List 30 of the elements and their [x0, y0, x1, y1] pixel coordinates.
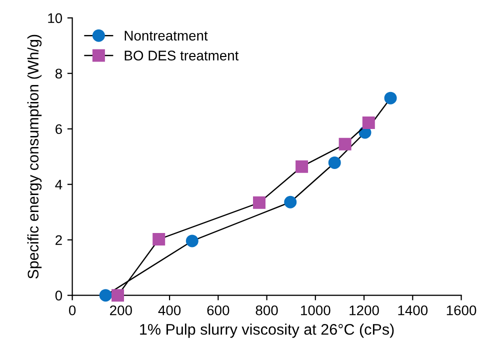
y-tick-label: 10 [48, 13, 62, 24]
point [384, 92, 397, 104]
y-tick-label: 0 [55, 290, 62, 301]
x-tick-label: 1600 [446, 305, 476, 316]
x-tick-label: 800 [256, 305, 278, 316]
x-tick-label: 0 [68, 305, 76, 316]
x-tick-label: 600 [207, 305, 230, 316]
point [328, 156, 341, 169]
point [186, 234, 198, 248]
y-tick-label: 8 [55, 68, 62, 79]
x-tick-label: 1200 [350, 305, 379, 316]
point [99, 289, 112, 302]
point [362, 116, 375, 130]
point [112, 289, 124, 302]
x-axis-title: 1% Pulp slurry viscosity at 26°C (cPs) [140, 324, 394, 338]
y-axis-title: Specific energy consumption (Wh/g) [27, 34, 42, 279]
x-tick-label: 400 [158, 305, 181, 316]
x-tick-label: 1000 [301, 305, 330, 316]
x-tick-label: 200 [110, 305, 132, 316]
point [253, 196, 266, 209]
legend-label: Nontreatment [124, 30, 208, 41]
point [284, 196, 297, 208]
y-tick-label: 2 [56, 235, 62, 245]
point [152, 233, 166, 246]
legend-label: BO DES treatment [124, 50, 239, 60]
point [338, 138, 352, 150]
y-tick-label: 4 [55, 180, 62, 190]
x-tick-label: 1400 [398, 305, 428, 316]
point [296, 160, 308, 173]
y-tick-label: 6 [56, 124, 62, 134]
